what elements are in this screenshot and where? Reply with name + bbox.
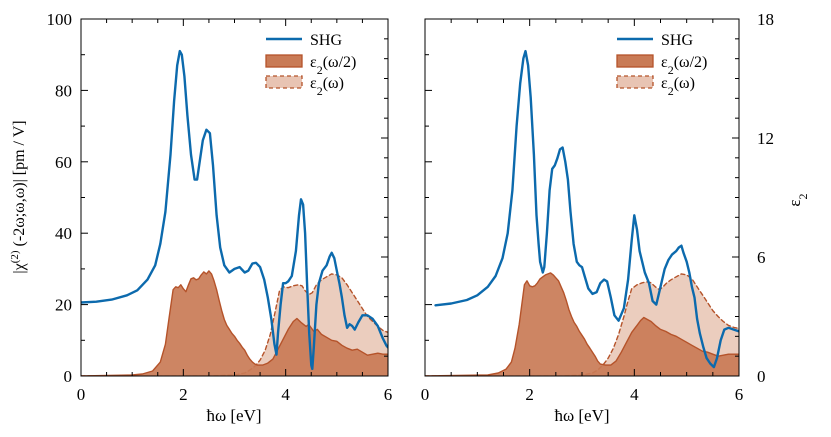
left-legend-swatch [265, 54, 303, 68]
left-plot-area [81, 49, 388, 376]
right-plot-area [425, 49, 739, 376]
right-y2-tick-label: 18 [757, 10, 774, 29]
right-series-line-shg [434, 49, 739, 369]
left-x-tick-label: 6 [384, 385, 393, 404]
right-legend-label: SHG [661, 32, 693, 49]
left-legend-label: ε2(ω/2) [310, 54, 356, 77]
left-legend-item: ε2(ω/2) [265, 54, 356, 77]
right-x-tick-label: 0 [421, 385, 430, 404]
left-y-tick-label: 80 [55, 81, 72, 100]
right-series-line-eps2-w2 [425, 272, 739, 376]
right-x-axis-label: ħω [eV] [554, 406, 609, 425]
left-legend: SHG ε2(ω/2)ε2(ω) [265, 32, 356, 98]
left-x-tick-label: 2 [179, 385, 188, 404]
left-y-tick-label: 60 [55, 153, 72, 172]
left-legend-item: ε2(ω) [265, 75, 344, 98]
right-legend: SHG ε2(ω/2)ε2(ω) [616, 32, 707, 98]
right-legend-item: SHG [617, 32, 693, 49]
right-series-area-eps2-w2 [425, 272, 739, 376]
left-y-tick-label: 40 [55, 224, 72, 243]
right-legend-label: ε2(ω) [661, 75, 695, 98]
right-legend-item: ε2(ω/2) [616, 54, 707, 77]
left-x-tick-label: 4 [281, 385, 290, 404]
right-y2-tick-label: 6 [757, 248, 766, 267]
right-legend-label: ε2(ω/2) [661, 54, 707, 77]
left-y-tick-label: 20 [55, 296, 72, 315]
left-x-tick-label: 0 [77, 385, 86, 404]
right-legend-item: ε2(ω) [616, 75, 695, 98]
left-legend-label: ε2(ω) [310, 75, 344, 98]
left-x-axis-label: ħω [eV] [206, 406, 261, 425]
right-y-axis-label: ε2 [785, 193, 810, 206]
right-y2-tick-label: 12 [757, 129, 774, 148]
left-y-tick-label: 100 [47, 10, 73, 29]
right-x-tick-label: 2 [525, 385, 534, 404]
right-legend-swatch [616, 75, 654, 89]
left-series-line-shg [81, 49, 388, 371]
right-x-tick-label: 6 [735, 385, 744, 404]
left-series-line-eps2-w2 [81, 270, 388, 376]
left-legend-swatch [265, 75, 303, 89]
right-series-line-eps2-w [425, 273, 739, 376]
left-legend-item: SHG [266, 32, 342, 49]
left-y-tick-label: 0 [64, 367, 73, 386]
left-y-axis-label: |χ(2) (-2ω;ω,ω)| [pm / V] [9, 120, 28, 273]
left-legend-label: SHG [310, 32, 342, 49]
right-legend-swatch [616, 54, 654, 68]
right-y2-tick-label: 0 [757, 367, 766, 386]
right-x-tick-label: 4 [630, 385, 639, 404]
